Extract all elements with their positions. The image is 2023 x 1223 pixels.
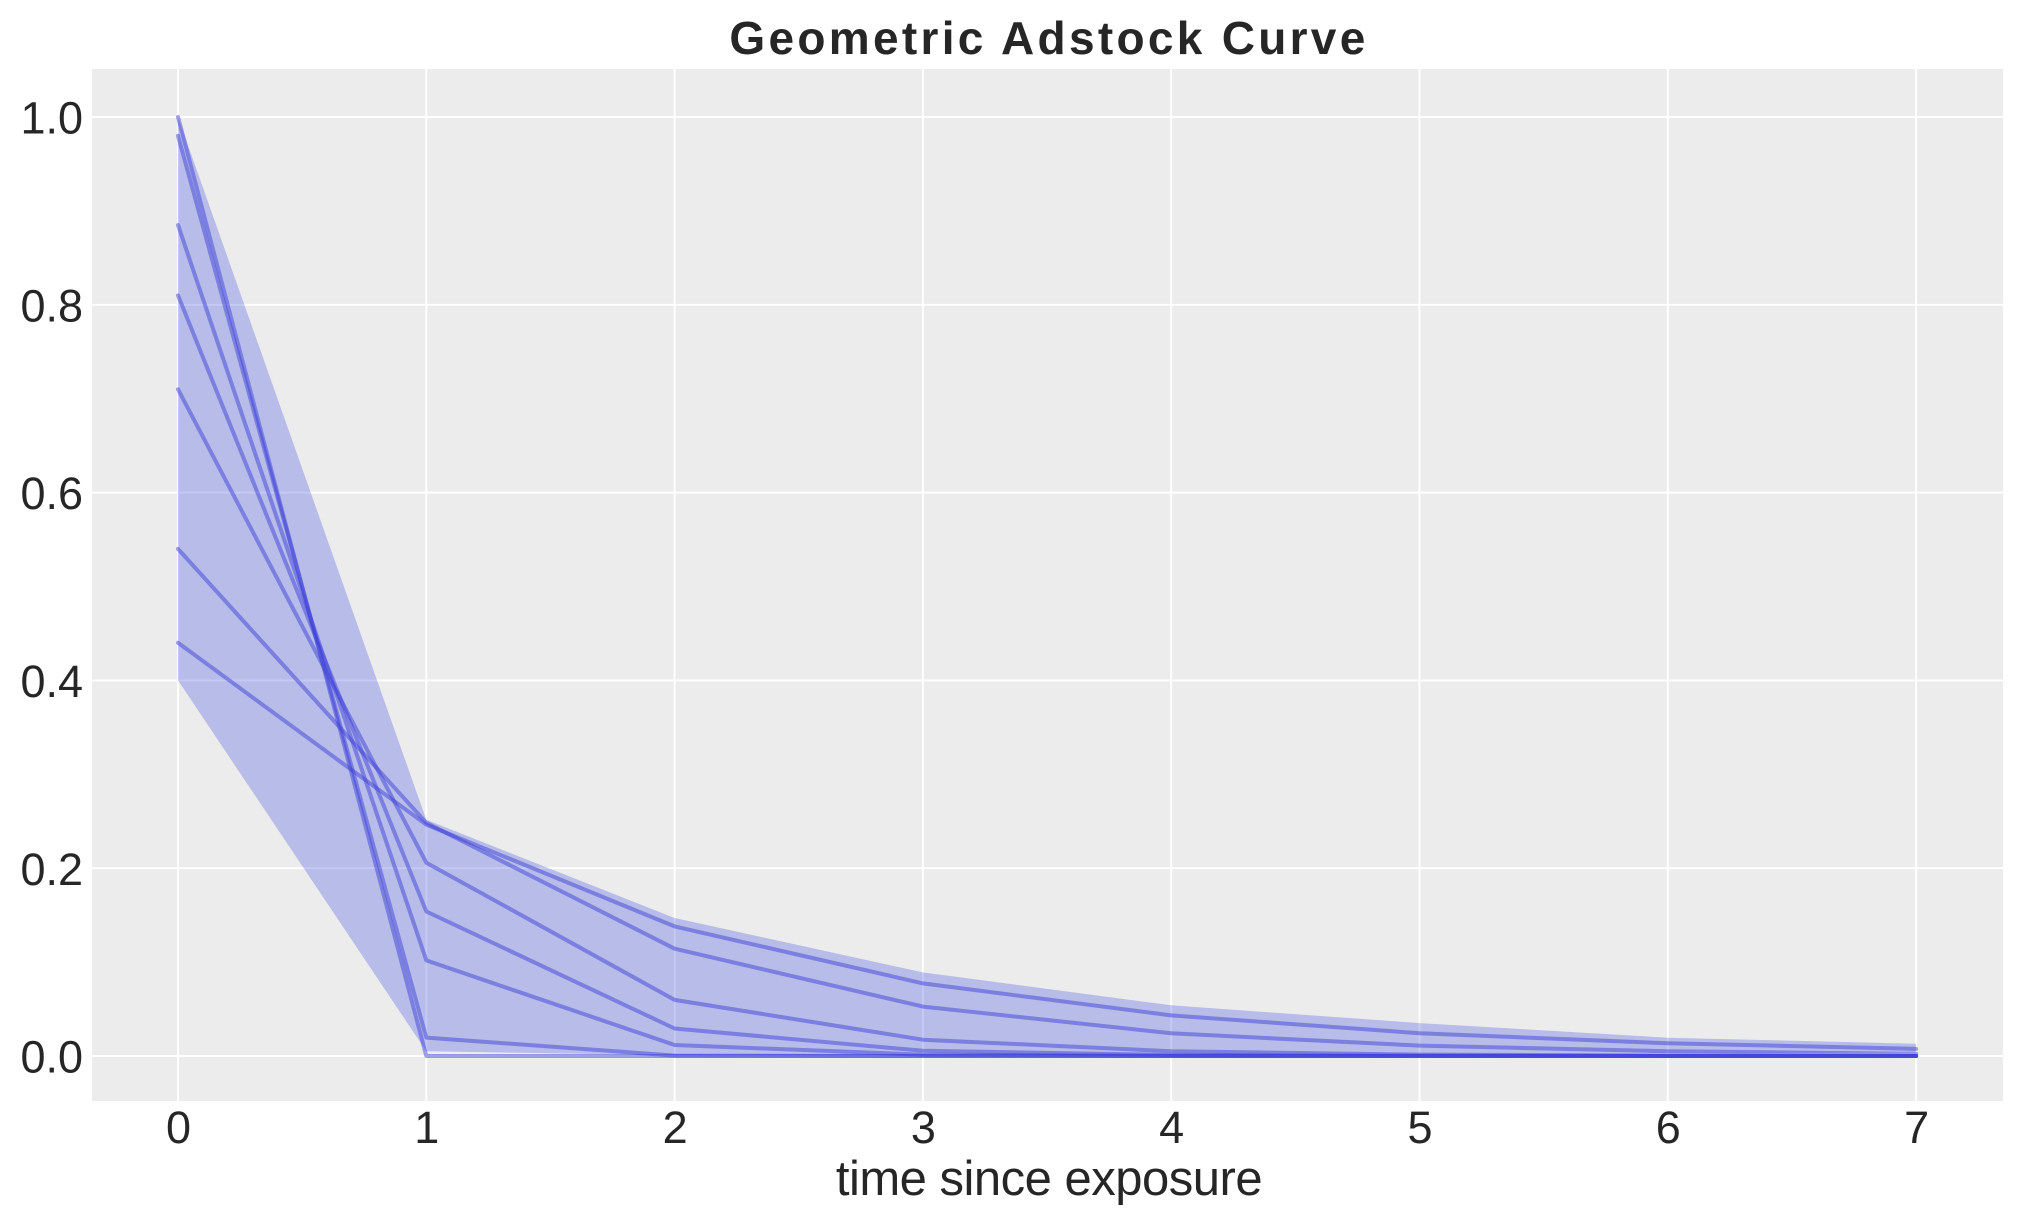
svg-text:0.2: 0.2 (20, 844, 83, 895)
svg-text:0.6: 0.6 (20, 468, 83, 519)
svg-text:Geometric Adstock Curve: Geometric Adstock Curve (729, 12, 1368, 64)
svg-text:3: 3 (911, 1102, 936, 1153)
svg-text:5: 5 (1407, 1102, 1432, 1153)
svg-text:6: 6 (1656, 1102, 1681, 1153)
svg-text:7: 7 (1904, 1102, 1929, 1153)
svg-text:0: 0 (166, 1102, 191, 1153)
svg-text:4: 4 (1159, 1102, 1184, 1153)
svg-text:time since exposure: time since exposure (836, 1152, 1262, 1206)
svg-text:0.8: 0.8 (20, 280, 83, 331)
svg-text:1.0: 1.0 (20, 93, 83, 144)
svg-text:0.4: 0.4 (20, 656, 83, 707)
svg-text:2: 2 (663, 1102, 688, 1153)
svg-text:0.0: 0.0 (20, 1032, 83, 1083)
svg-text:1: 1 (414, 1102, 439, 1153)
